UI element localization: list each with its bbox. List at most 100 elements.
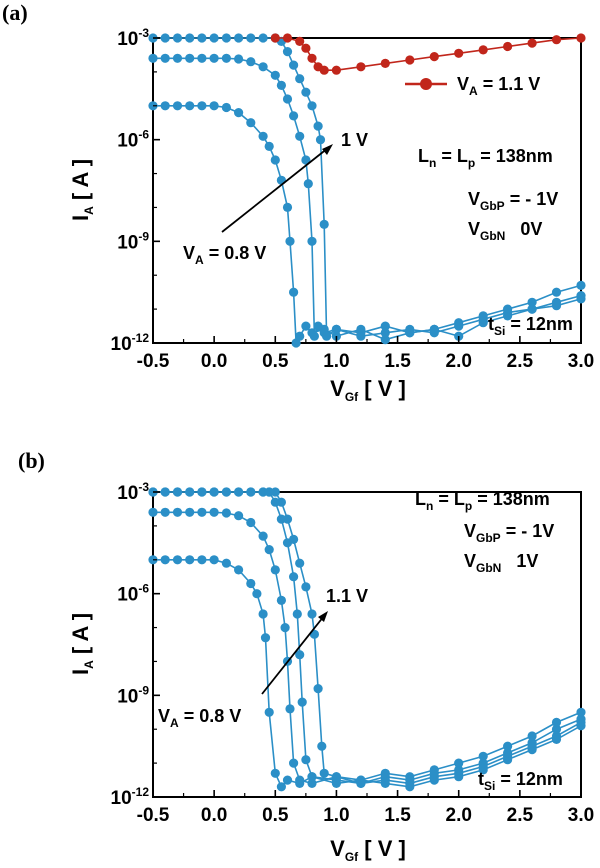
panel-a-series-3-point — [454, 48, 464, 58]
panel-a-series-3-point — [331, 65, 341, 75]
panel-b-series-1-point — [221, 508, 231, 518]
panel-a-series-1-point — [258, 62, 268, 72]
panel-a-series-2-point — [429, 324, 439, 334]
panel-b-series-3-point — [221, 487, 231, 497]
panel-a-series-0-point — [258, 131, 268, 141]
panel-a-series-2-point — [503, 304, 513, 314]
panel-b-series-2-point — [292, 609, 302, 619]
panel-a-series-3-point — [270, 33, 280, 43]
panel-a-y-tick-label: 10-3 — [117, 26, 149, 50]
panel-a-series-1-point — [234, 54, 244, 64]
panel-a-y-tick-label: 10-6 — [117, 128, 149, 152]
panel-a-series-1-point — [270, 70, 280, 80]
panel-a-series-0-point — [270, 155, 280, 165]
panel-a-series-0-point — [234, 108, 244, 118]
panel-a-series-0-point — [295, 331, 305, 341]
panel-a-series-2-point — [282, 47, 293, 57]
panel-b-series-3-point — [527, 731, 537, 741]
panel-a-series-2-point — [356, 328, 366, 338]
panel-a-series-1-point — [246, 57, 256, 67]
panel-a-series-2-point — [246, 33, 256, 43]
panel-b-series-1-point — [185, 507, 195, 517]
panel-b-x-tick-label: -0.5 — [137, 805, 170, 826]
panel-b-series-1-point — [264, 545, 274, 555]
panel-b-x-tick-label: 2.5 — [507, 805, 534, 826]
panel-a-series-1-point — [276, 80, 286, 90]
panel-b-va-08-label: VA = 0.8 V — [158, 706, 241, 730]
panel-a-x-tick-label: 2.0 — [446, 351, 472, 372]
panel-b-series-1-point — [172, 507, 183, 517]
panel-b-x-tick-label: 1.0 — [323, 805, 349, 826]
panel-b-series-0-point — [185, 555, 195, 565]
panel-a-series-0-point — [301, 321, 311, 331]
panel-b-x-tick-label: 2.0 — [446, 805, 472, 826]
panel-b-series-1-point — [197, 507, 207, 517]
panel-b-series-1-point — [280, 623, 290, 633]
panel-b-series-3-point — [276, 497, 286, 507]
panel-b-series-3-point — [319, 768, 329, 778]
panel-a-series-2-point — [301, 87, 311, 97]
panel-b-series-3-point — [160, 487, 170, 497]
panel-a-marks — [148, 33, 586, 348]
panel-a-series-3-point — [307, 53, 317, 63]
panel-a-series-2-point — [160, 33, 170, 43]
panel-b-series-0-point — [209, 555, 219, 565]
panel-b-series-2-point — [307, 772, 317, 782]
panel-b-y-tick-label: 10-6 — [117, 582, 149, 606]
panel-b-length-label: Ln = Lp = 138nm — [415, 489, 550, 513]
panel-a-legend-marker — [420, 78, 432, 90]
panel-a-series-2-point — [258, 33, 268, 43]
panel-b-series-3-point — [317, 741, 327, 751]
panel-b-series-3-point — [307, 609, 317, 619]
panel-b-y-tick-label: 10-9 — [117, 683, 149, 707]
panel-b-vgbn-label: VGbN 1V — [464, 551, 538, 575]
panel-a-series-3-point — [282, 33, 293, 43]
panel-b-ticks: -0.5 0.0 0.5 1.0 1.5 2.0 2.5 3.0 10-12 10-9 10-6 10… — [111, 480, 595, 826]
panel-b-series-1-point — [289, 758, 299, 768]
panel-a-series-1-point — [576, 291, 586, 301]
panel-a-tsi-label: tSi = 12nm — [488, 314, 573, 338]
panel-a-series-2-point — [405, 328, 415, 338]
panel-a-series-0-point — [380, 335, 390, 345]
panel-b-series-3-point — [234, 487, 244, 497]
panel-a-series-2-point — [527, 297, 537, 307]
panel-a-x-axis-title: VGf [ V ] — [330, 376, 406, 404]
panel-b-label: (b) — [18, 448, 45, 473]
panel-a-series-3-point — [551, 35, 562, 45]
panel-b-series-1-point — [276, 595, 286, 606]
panel-b-vgbp-label: VGbP = - 1V — [464, 521, 554, 545]
panel-b-series-0-point — [270, 768, 280, 778]
panel-b-trend-arrow — [261, 615, 325, 695]
panel-b-series-3-point — [405, 772, 415, 782]
panel-b-series-0-point — [258, 609, 268, 619]
panel-a-series-1-point — [303, 179, 313, 189]
panel-b-series-0-point — [221, 558, 231, 568]
panel-b-series-3-point — [197, 487, 207, 497]
panel-b-series-2-point — [289, 572, 299, 582]
panel-b-series-3-point — [209, 487, 219, 497]
panel-a-x-tick-label: 1.0 — [323, 351, 349, 372]
panel-a-series-3-point — [295, 36, 305, 47]
panel-b-series-0-point — [234, 565, 244, 575]
panel-a-label: (a) — [2, 0, 28, 25]
panel-b-series-1-point — [295, 775, 305, 785]
panel-a-series-2-point — [221, 33, 231, 43]
panel-a-series-3-point — [478, 45, 488, 55]
panel-b-series-2-point — [576, 714, 586, 724]
panel-b-y-tick-label: 10-12 — [111, 785, 150, 809]
panel-a-series-2-point — [185, 33, 195, 43]
panel-b: (b) -0.5 0.0 0.5 1.0 1.5 2.0 2.5 3.0 10-12 10-9 10… — [18, 448, 594, 864]
panel-a-series-3-point — [429, 52, 439, 62]
panel-a-series-2-point — [551, 287, 562, 297]
panel-b-series-2-point — [527, 738, 537, 748]
panel-a-series-2-point — [209, 33, 219, 43]
panel-a-series-1-point — [197, 53, 207, 63]
panel-b-x-tick-label: 0.5 — [262, 805, 289, 826]
panel-b-series-2-point — [295, 650, 305, 660]
panel-a-series-2-point — [331, 324, 341, 334]
panel-b-series-1-point — [270, 565, 280, 575]
panel-a-series-1-point — [209, 53, 219, 63]
panel-b-series-0-point — [264, 707, 274, 717]
panel-a-series-2-point — [289, 60, 299, 70]
panel-b-series-2-point — [301, 755, 311, 765]
